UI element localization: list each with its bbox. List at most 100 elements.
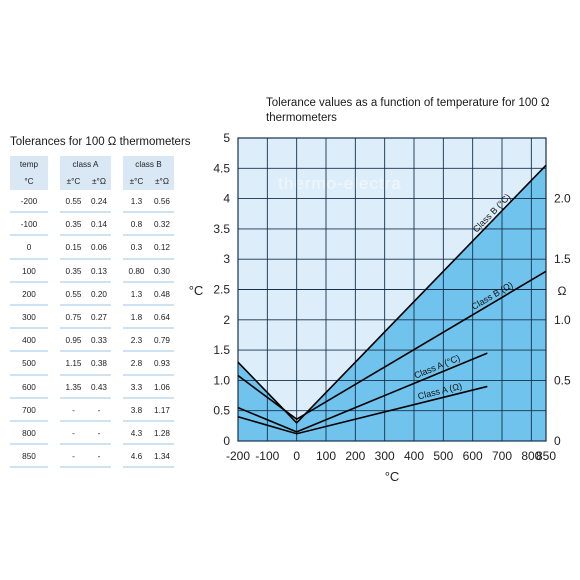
cell-class-a-ohm: -	[87, 445, 111, 469]
cell-class-a-ohm: 0.33	[87, 329, 111, 353]
x-tick-label: -200	[226, 449, 250, 463]
cell-class-a-ohm: 0.06	[87, 236, 111, 260]
cell-temp: 0	[10, 236, 48, 260]
tolerance-area	[238, 165, 546, 441]
cell-class-b-ohm: 0.30	[150, 259, 174, 283]
y-right-tick-label: 0.5	[554, 373, 571, 387]
cell-temp: 500	[10, 352, 48, 376]
table-row: -100 0.35 0.14 0.8 0.32	[10, 213, 174, 237]
cell-class-a-ohm: 0.14	[87, 213, 111, 237]
x-axis-label: °C	[385, 469, 400, 484]
cell-class-b-ohm: 0.56	[150, 190, 174, 214]
plot-frame	[237, 137, 547, 442]
table-row: 800- -4.3 1.28	[10, 421, 174, 446]
cell-class-a-ohm: 0.24	[87, 190, 111, 214]
cell-class-a-ohm: 0.43	[87, 375, 111, 399]
table-row: 400 0.95 0.33 2.3 0.79	[10, 329, 174, 353]
table-row: 300 0.75 0.27 1.8 0.64	[10, 305, 174, 330]
x-tick-label: 0	[293, 449, 300, 463]
cell-class-b-celsius: 1.3	[123, 282, 150, 306]
y-left-axis-label: °C	[189, 283, 204, 298]
header-class-b: class B	[123, 156, 174, 173]
cell-class-b-celsius: 4.6	[123, 445, 150, 469]
cell-class-b-ohm: 0.32	[150, 213, 174, 237]
cell-class-b-celsius: 4.3	[123, 421, 150, 446]
cell-class-b-ohm: 0.93	[150, 352, 174, 376]
cell-class-a-ohm: 0.20	[87, 282, 111, 306]
x-tick-label: 850	[536, 449, 556, 463]
cell-temp: -100	[10, 213, 48, 237]
y-left-tick-label: 3	[223, 252, 230, 266]
x-tick-label: 800	[521, 449, 541, 463]
cell-temp: 850	[10, 445, 48, 469]
y-left-tick-label: 3.5	[213, 222, 230, 236]
cell-temp: 300	[10, 305, 48, 330]
cell-class-b-ohm: 1.17	[150, 398, 174, 422]
unit-class-b-celsius: ±°C	[123, 173, 150, 190]
table-title: Tolerances for 100 Ω thermometers	[10, 136, 191, 148]
y-left-tick-label: 4	[223, 192, 230, 206]
cell-class-b-celsius: 0.80	[123, 259, 150, 283]
y-left-tick-label: 1.5	[213, 343, 230, 357]
series-line-1	[237, 270, 547, 421]
table-row: 200 0.55 0.20 1.3 0.48	[10, 282, 174, 306]
cell-class-a-celsius: -	[60, 445, 87, 469]
cell-class-a-ohm: 0.27	[87, 305, 111, 330]
cell-temp: 100	[10, 259, 48, 283]
y-right-tick-label: 1.5	[554, 252, 571, 266]
unit-class-b-ohm: ±°Ω	[150, 173, 174, 190]
cell-class-b-celsius: 3.8	[123, 398, 150, 422]
unit-temp: °C	[10, 173, 48, 190]
x-tick-label: 600	[463, 449, 483, 463]
y-right-tick-label: 1.0	[554, 313, 571, 327]
cell-temp: -200	[10, 190, 48, 214]
cell-class-a-ohm: 0.13	[87, 259, 111, 283]
cell-class-a-ohm: 0.38	[87, 352, 111, 376]
cell-class-a-celsius: 1.15	[60, 352, 87, 376]
x-tick-label: 100	[316, 449, 336, 463]
cell-temp: 200	[10, 282, 48, 306]
cell-temp: 400	[10, 329, 48, 353]
cell-class-a-celsius: 1.35	[60, 375, 87, 399]
unit-class-a-celsius: ±°C	[60, 173, 87, 190]
cell-class-b-celsius: 3.3	[123, 375, 150, 399]
cell-class-a-celsius: 0.75	[60, 305, 87, 330]
cell-class-b-ohm: 1.34	[150, 445, 174, 469]
cell-class-a-celsius: -	[60, 421, 87, 446]
watermark: thermo-electra	[278, 174, 402, 193]
cell-class-b-ohm: 0.48	[150, 282, 174, 306]
table-row: 500 1.15 0.38 2.8 0.93	[10, 352, 174, 376]
x-tick-label: 300	[375, 449, 395, 463]
cell-class-b-celsius: 1.3	[123, 190, 150, 214]
y-right-tick-label: 2.0	[554, 192, 571, 206]
cell-class-b-celsius: 2.3	[123, 329, 150, 353]
x-tick-label: -100	[255, 449, 279, 463]
cell-temp: 800	[10, 421, 48, 446]
y-left-tick-label: 0.5	[213, 404, 230, 418]
table-row: -200 0.55 0.24 1.3 0.56	[10, 190, 174, 214]
cell-class-b-ohm: 0.12	[150, 236, 174, 260]
unit-class-a-ohm: ±°Ω	[87, 173, 111, 190]
x-tick-label: 200	[345, 449, 365, 463]
chart-title: Tolerance values as a function of temper…	[266, 97, 550, 124]
y-left-tick-label: 4.5	[213, 161, 230, 175]
cell-class-b-celsius: 2.8	[123, 352, 150, 376]
y-left-tick-label: 2.5	[213, 283, 230, 297]
x-tick-label: 400	[404, 449, 424, 463]
cell-class-a-celsius: 0.95	[60, 329, 87, 353]
cell-class-a-celsius: 0.35	[60, 259, 87, 283]
x-tick-label: 700	[492, 449, 512, 463]
series-line-2	[237, 352, 488, 433]
cell-class-b-celsius: 1.8	[123, 305, 150, 330]
cell-class-a-celsius: -	[60, 398, 87, 422]
series-line-3	[237, 385, 488, 435]
cell-class-a-celsius: 0.55	[60, 190, 87, 214]
table-row: 600 1.35 0.43 3.3 1.06	[10, 375, 174, 399]
y-left-tick-label: 1.0	[213, 373, 230, 387]
cell-class-a-ohm: -	[87, 398, 111, 422]
y-left-tick-label: 0	[223, 434, 230, 448]
cell-class-b-ohm: 0.79	[150, 329, 174, 353]
cell-class-b-celsius: 0.8	[123, 213, 150, 237]
cell-class-b-ohm: 0.64	[150, 305, 174, 330]
